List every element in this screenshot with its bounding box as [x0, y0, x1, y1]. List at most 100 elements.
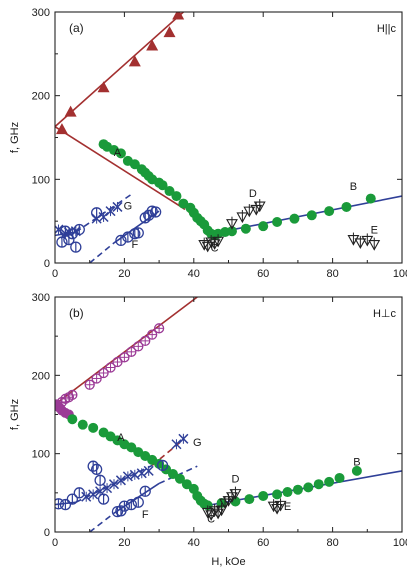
point-circle-crossed-purple [133, 341, 144, 352]
point-x-blue [95, 486, 106, 497]
point-x-blue [102, 483, 113, 494]
fit-line-red-1 [151, 438, 184, 467]
point-triangle-filled-red [97, 81, 110, 93]
fit-line-red-0 [55, 12, 184, 128]
x-tick-label: 0 [52, 537, 58, 549]
point-circle-filled-green [258, 221, 269, 232]
orientation-label: H||c [377, 23, 397, 35]
point-x-blue [112, 201, 123, 212]
point-circle-open-blue [156, 459, 169, 472]
y-tick-label: 300 [32, 292, 50, 304]
branch-label: G [124, 200, 133, 212]
point-circle-filled-green [226, 226, 237, 237]
point-circle-crossed-purple [126, 346, 137, 357]
plot-frame [54, 11, 403, 264]
point-circle-open-blue [132, 496, 144, 508]
point-circle-open-blue [94, 474, 106, 486]
y-tick-label: 300 [32, 7, 50, 19]
point-triangle-down-open-black [229, 486, 242, 500]
point-circle-filled-green [341, 201, 352, 212]
point-circle-open-blue [66, 493, 78, 505]
x-tick-label: 80 [326, 537, 338, 549]
point-circle-open-blue [149, 206, 162, 218]
point-circle-open-blue [132, 227, 144, 239]
panel-b: 0 20 40 60 80 100 0 100 200 300 f, GHz H, kOe (b) H⊥c… [9, 292, 407, 568]
point-x-blue [81, 491, 92, 502]
point-triangle-down-open-black [201, 505, 214, 519]
point-circle-open-blue [139, 212, 151, 224]
x-tick-label: 40 [188, 537, 200, 549]
point-triangle-filled-red [163, 26, 176, 38]
y-tick-label: 100 [32, 449, 50, 461]
point-circle-crossed-purple [67, 389, 78, 401]
y-tick-label: 100 [32, 174, 50, 186]
point-x-blue [108, 479, 120, 490]
x-tick-label: 60 [257, 268, 269, 280]
point-x-blue [136, 468, 147, 479]
point-circle-open-blue [125, 498, 137, 511]
branch-label: F [131, 239, 138, 251]
plot-area [55, 12, 402, 263]
point-circle-filled-green [129, 159, 140, 170]
point-triangle-down-open-black [205, 235, 218, 249]
fit-line-blue-7 [89, 242, 115, 263]
branch-label: B [350, 181, 357, 193]
point-circle-filled-green [258, 490, 269, 501]
point-circle-open-blue [139, 485, 151, 497]
point-triangle-down-open-black [274, 498, 287, 512]
x-tick-label: 0 [52, 268, 58, 280]
point-circle-filled-green [154, 458, 165, 469]
point-circle-filled-green [115, 148, 126, 159]
point-triangle-down-open-black [354, 235, 367, 250]
point-circle-filled-green [282, 487, 293, 498]
point-circle-open-blue [118, 500, 131, 512]
point-circle-open-blue [73, 487, 85, 499]
point-triangle-down-open-black [236, 209, 249, 224]
y-tick-label: 0 [44, 527, 50, 539]
point-circle-crossed-purple [147, 329, 158, 340]
point-circle-filled-green [88, 422, 99, 433]
point-x-blue [70, 226, 81, 237]
branch-label: F [142, 509, 149, 521]
fit-line-red-0 [55, 297, 198, 405]
point-circle-crossed-purple [105, 362, 116, 373]
point-triangle-down-open-black [253, 199, 266, 213]
point-circle-filled-green [164, 186, 175, 197]
point-circle-crossed-purple [84, 379, 95, 390]
point-circle-filled-green [334, 472, 345, 483]
point-triangle-filled-red [172, 12, 185, 20]
point-x-blue [115, 475, 126, 486]
point-triangle-filled-red [146, 39, 159, 51]
point-triangle-down-open-black [212, 234, 225, 248]
point-circle-filled-green [174, 473, 185, 484]
point-circle-filled-green [324, 206, 335, 217]
branch-label: A [114, 147, 122, 159]
point-x-blue [91, 213, 102, 224]
branch-label: A [117, 432, 125, 444]
y-tick-label: 200 [32, 91, 50, 103]
point-triangle-down-open-black [208, 503, 221, 517]
point-circle-crossed-purple [98, 367, 109, 379]
x-axis-label: H, kOe [211, 556, 245, 568]
point-circle-crossed-purple [119, 352, 130, 363]
point-circle-filled-green [365, 193, 376, 204]
panel-a: 0 20 40 60 80 100 0 100 200 300 f, GHz (a) H||c A B C D E… [9, 7, 407, 280]
point-circle-open-blue [55, 498, 65, 510]
x-tick-label: 80 [326, 268, 338, 280]
point-circle-filled-green [306, 210, 317, 221]
point-circle-open-blue [59, 498, 72, 511]
point-circle-filled-green [171, 191, 182, 202]
point-triangle-filled-red [128, 55, 141, 67]
point-x-blue [171, 439, 182, 450]
x-tick-label: 20 [118, 268, 130, 280]
point-circle-crossed-purple [140, 335, 151, 347]
panel-label: (a) [69, 21, 84, 35]
point-circle-filled-green [244, 494, 255, 505]
branch-label: D [231, 474, 239, 486]
branch-label: C [207, 514, 215, 526]
x-tick-label: 100 [393, 268, 407, 280]
point-triangle-filled-red [64, 105, 77, 117]
point-x-blue [105, 206, 116, 217]
y-tick-label: 0 [44, 258, 50, 270]
